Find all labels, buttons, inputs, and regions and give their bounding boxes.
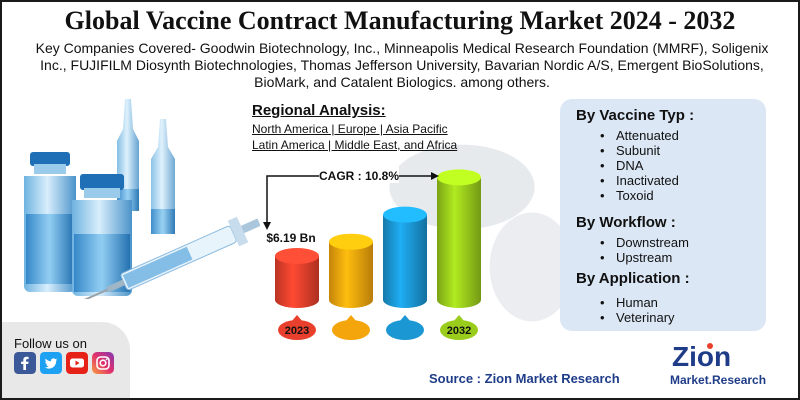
- logo-main-text: Zion: [672, 341, 731, 372]
- logo-sub-text: Market.Research: [670, 373, 766, 387]
- year-label: 2032: [447, 325, 471, 337]
- key-companies-line: Key Companies Covered- Goodwin Biotechno…: [35, 40, 769, 56]
- chart-bar-top: [383, 206, 427, 223]
- segment-item: Veterinary: [600, 310, 675, 325]
- segment-list: AttenuatedSubunitDNAInactivatedToxoid: [600, 128, 679, 203]
- key-companies-text: Key Companies Covered- Goodwin Biotechno…: [22, 40, 782, 91]
- segment-heading: By Vaccine Typ :: [576, 107, 695, 124]
- chart-bar: [275, 255, 319, 308]
- segment-item: Subunit: [600, 143, 679, 158]
- source-text: Source : Zion Market Research: [429, 371, 620, 386]
- zion-logo: Zion Market.Research: [670, 341, 766, 387]
- facebook-icon[interactable]: [14, 352, 36, 374]
- instagram-icon[interactable]: [92, 352, 114, 374]
- chart-bar-top: [329, 233, 373, 250]
- year-marker: [332, 320, 370, 340]
- year-marker-tip: [345, 315, 357, 322]
- chart-bar-top: [275, 247, 319, 264]
- cagr-label-bg: [319, 167, 399, 183]
- segment-item: Downstream: [600, 235, 689, 250]
- segment-item: Inactivated: [600, 173, 679, 188]
- cagr-arrow-down: [263, 221, 271, 230]
- year-marker: [278, 320, 316, 340]
- chart-bar: [383, 214, 427, 308]
- regional-analysis-heading: Regional Analysis:: [252, 102, 386, 119]
- segment-heading: By Application :: [576, 270, 690, 287]
- cagr-label: CAGR : 10.8%: [319, 169, 399, 183]
- twitter-icon[interactable]: [40, 352, 62, 374]
- segment-item: Toxoid: [600, 188, 679, 203]
- segment-item: Upstream: [600, 250, 689, 265]
- year-marker: [386, 320, 424, 340]
- year-marker-tip: [291, 315, 303, 322]
- data-label: $6.19 Bn: [266, 231, 315, 245]
- segment-item: DNA: [600, 158, 679, 173]
- year-label: 2023: [285, 325, 309, 337]
- chart-bar-top: [437, 169, 481, 186]
- vaccine-vials-illustration: [24, 99, 260, 299]
- key-companies-line: BioMark, and Catalent Biologics. among o…: [254, 74, 550, 90]
- segment-list: DownstreamUpstream: [600, 235, 689, 265]
- follow-us-label: Follow us on: [14, 336, 87, 351]
- chart-bar: [329, 241, 373, 308]
- year-marker-tip: [399, 315, 411, 322]
- segment-heading: By Workflow :: [576, 214, 676, 231]
- segment-item: Human: [600, 295, 675, 310]
- page-title: Global Vaccine Contract Manufacturing Ma…: [64, 6, 736, 35]
- year-marker: [440, 320, 478, 340]
- regional-analysis-line: North America | Europe | Asia Pacific: [252, 122, 448, 136]
- year-marker-tip: [453, 315, 465, 322]
- segment-item: Attenuated: [600, 128, 679, 143]
- youtube-icon[interactable]: [66, 352, 88, 374]
- cagr-arrow-right: [431, 172, 439, 180]
- segment-list: HumanVeterinary: [600, 295, 675, 325]
- key-companies-line: Inc., FUJIFILM Diosynth Biotechnologies,…: [40, 57, 764, 73]
- regional-analysis-line: Latin America | Middle East, and Africa: [252, 138, 458, 152]
- chart-bar: [437, 177, 481, 308]
